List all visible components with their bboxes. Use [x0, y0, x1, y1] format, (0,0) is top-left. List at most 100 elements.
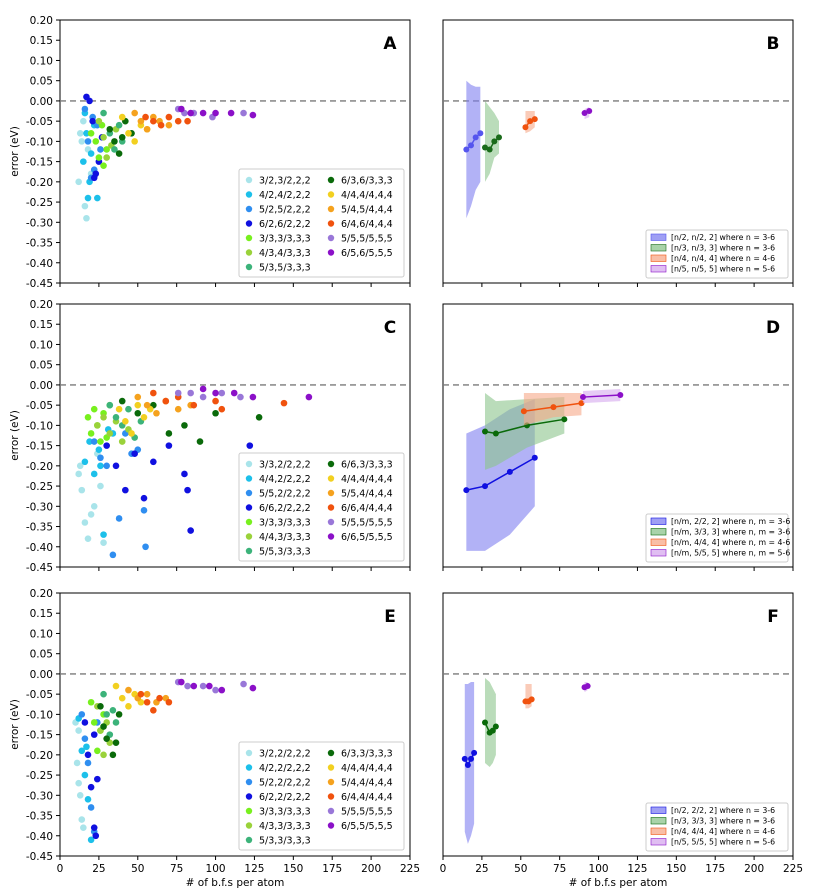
y-tick-label: -0.35	[26, 238, 53, 250]
data-point	[143, 690, 151, 698]
data-point	[280, 399, 288, 407]
legend-item: 3/3,3/3,3,3	[245, 807, 311, 818]
data-point	[83, 743, 90, 751]
y-tick-label: -0.40	[26, 542, 53, 554]
legend-item: [n/3, 3/3, 3] where n = 3-6	[650, 817, 775, 826]
data-point	[106, 430, 114, 437]
data-point	[492, 430, 499, 437]
legend-marker	[245, 807, 253, 815]
data-point	[162, 397, 170, 405]
x-tick-label: 25	[475, 863, 488, 875]
data-point	[103, 146, 110, 153]
legend-item: 6/6,4/4,4,4	[327, 503, 393, 514]
y-axis-label: error (eV)	[9, 126, 21, 177]
panel-D: D [n/m, 2/2, 2] where n, m = 3-6 [n/m, 3/3…	[442, 303, 794, 571]
data-point	[246, 442, 254, 449]
data-point	[199, 682, 207, 690]
data-point	[586, 108, 593, 115]
legend-marker	[327, 749, 335, 757]
legend-item: [n/5, 5/5, 5] where n = 5-6	[650, 838, 775, 847]
legend-label: 6/6,5/5,5,5	[341, 532, 393, 543]
legend-label: 3/3,3/3,3,3	[259, 518, 311, 529]
data-point	[528, 696, 535, 703]
y-tick-label: 0.20	[30, 588, 53, 600]
data-point	[142, 113, 149, 121]
legend-swatch	[650, 233, 667, 241]
legend-marker	[245, 489, 253, 497]
data-point	[472, 134, 479, 141]
y-tick-label: 0.05	[30, 76, 53, 88]
mean-line	[484, 418, 565, 435]
legend: [n/2, n/2, 2] where n = 3-6 [n/3, n/3, 3]…	[645, 229, 789, 279]
legend-item: [n/2, n/2, 2] where n = 3-6	[650, 233, 775, 242]
legend-item: 4/4,2/2,2,2	[245, 474, 311, 485]
y-tick-label: -0.20	[26, 177, 53, 189]
data-point	[140, 413, 148, 421]
legend-marker	[245, 205, 253, 213]
x-tick-label: 125	[627, 863, 647, 875]
legend-marker	[245, 836, 253, 844]
panel-C: 0.20 0.15 0.10 0.05 0.00 -0.05 -0.10 -0.15 -0.20…	[9, 299, 411, 574]
data-point	[212, 409, 219, 417]
data-point	[103, 735, 110, 742]
data-point	[206, 682, 213, 690]
x-tick-label: 225	[783, 863, 803, 875]
y-tick-label: 0.05	[30, 649, 53, 661]
legend-label: [n/2, n/2, 2] where n = 3-6	[671, 233, 775, 242]
legend-box	[645, 802, 789, 852]
series	[118, 397, 263, 445]
legend-item: 5/5,5/5,5,5	[327, 807, 393, 818]
data-point	[122, 418, 129, 425]
legend-swatch	[650, 827, 667, 835]
data-point	[140, 494, 148, 502]
y-tick-label: 0.15	[30, 35, 53, 47]
legend-swatch	[650, 549, 667, 557]
data-point	[97, 702, 104, 710]
legend-marker	[327, 764, 335, 771]
data-point	[178, 105, 185, 113]
series	[131, 109, 173, 133]
data-point	[89, 117, 96, 125]
data-point	[75, 727, 82, 734]
data-point	[84, 796, 92, 803]
legend-item: 4/4,4/4,4,4	[327, 763, 393, 774]
mean-line	[464, 752, 475, 767]
legend-marker	[327, 822, 335, 829]
legend-label: 3/3,2/2,2,2	[259, 460, 311, 471]
y-tick-label: 0.10	[30, 55, 53, 67]
data-point	[87, 836, 95, 844]
data-point	[81, 458, 89, 466]
data-point	[506, 468, 513, 475]
y-tick-label: -0.10	[26, 420, 53, 432]
data-point	[103, 442, 110, 449]
data-point	[143, 401, 151, 409]
data-point	[81, 202, 89, 210]
legend-box	[238, 741, 405, 851]
series	[97, 702, 123, 759]
y-tick-label: 0.00	[30, 96, 53, 108]
data-point	[75, 779, 82, 787]
data-point	[112, 413, 120, 421]
legend-box	[645, 513, 789, 563]
x-tick-label: 25	[92, 863, 105, 875]
data-point	[103, 462, 110, 470]
data-point	[492, 723, 499, 730]
legend-label: [n/5, n/5, 5] where n = 5-6	[671, 265, 775, 274]
legend-item: 6/4,4/4,4,4	[327, 792, 393, 803]
legend-label: 6/5,5/5,5,5	[341, 821, 393, 832]
legend-item: 6/2,6/2,2,2	[245, 219, 311, 230]
legend-marker	[327, 176, 335, 184]
legend-item: [n/5, n/5, 5] where n = 5-6	[650, 265, 775, 274]
data-point	[165, 442, 173, 449]
series	[81, 719, 101, 840]
legend-marker	[327, 518, 335, 526]
data-point	[81, 771, 89, 779]
data-point	[75, 470, 82, 478]
legend-label: [n/2, 2/2, 2] where n = 3-6	[671, 806, 775, 815]
data-point	[109, 751, 117, 759]
x-tick-label: 200	[744, 863, 764, 875]
data-point	[122, 486, 129, 494]
x-tick-label: 100	[589, 863, 609, 875]
legend-marker	[245, 176, 253, 184]
data-point	[87, 430, 95, 437]
